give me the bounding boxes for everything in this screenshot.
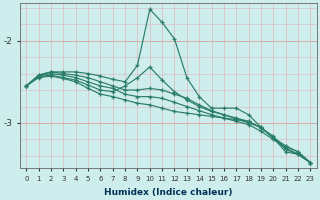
X-axis label: Humidex (Indice chaleur): Humidex (Indice chaleur) xyxy=(104,188,233,197)
